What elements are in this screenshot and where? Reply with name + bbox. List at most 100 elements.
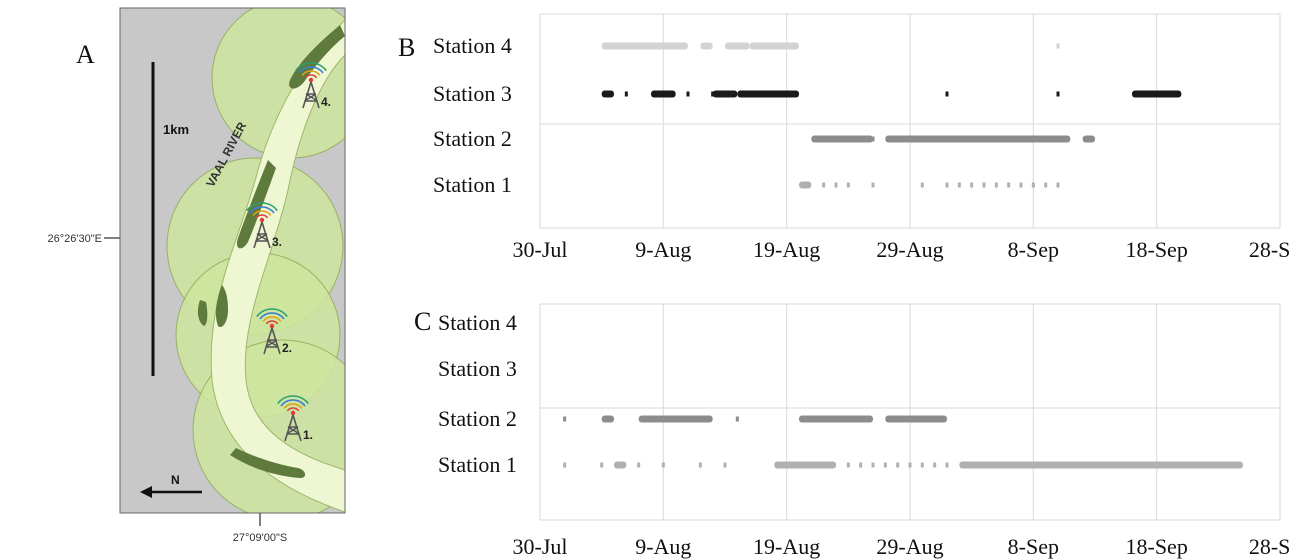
station-marker-label-2: 2. xyxy=(282,341,292,355)
detection-point xyxy=(846,182,850,188)
x-tick-label: 9-Aug xyxy=(635,237,691,262)
panel-c-label: C xyxy=(414,307,432,336)
chart-b-station-detections: Station 4 Station 3 Station 2 Station 1 30-J… xyxy=(433,13,1290,262)
chart-c-station-detections: Station 4 Station 3 Station 2 Station 1 30-J… xyxy=(438,303,1290,559)
detection-point xyxy=(920,462,924,468)
detection-point xyxy=(945,182,949,188)
detection-segment xyxy=(725,42,750,50)
detection-point xyxy=(896,462,900,468)
detection-point xyxy=(600,462,604,468)
detection-segment xyxy=(749,42,799,50)
x-tick-label: 29-Aug xyxy=(876,534,943,559)
antenna-icon-1: 1. xyxy=(277,395,313,442)
x-tick-label: 28-Sep xyxy=(1249,237,1290,262)
detection-point xyxy=(982,182,986,188)
antenna-icon-4: 4. xyxy=(295,62,331,109)
river-island-low xyxy=(215,285,228,328)
detection-point xyxy=(563,462,567,468)
detection-point xyxy=(846,462,850,468)
detection-point xyxy=(563,416,567,422)
x-tick-label: 8-Sep xyxy=(1008,534,1059,559)
detection-point xyxy=(871,136,875,142)
study-site-map: VAAL RIVER 1km N 26°26'30"E 27°09'00"S 1… xyxy=(48,7,346,544)
detection-point xyxy=(871,462,875,468)
category-label: Station 3 xyxy=(433,81,512,106)
x-tick-label: 19-Aug xyxy=(753,534,820,559)
detection-point xyxy=(723,462,727,468)
detection-point xyxy=(945,91,949,97)
antenna-icon-3: 3. xyxy=(246,202,282,249)
detection-point xyxy=(994,182,998,188)
detection-point xyxy=(1056,182,1060,188)
lon-label: 27°09'00"S xyxy=(233,532,287,544)
antenna-icon-2: 2. xyxy=(256,308,292,355)
detection-segment xyxy=(737,90,799,98)
series-station-2 xyxy=(811,135,1095,143)
detection-point xyxy=(1007,182,1011,188)
map-frame xyxy=(119,7,346,514)
detection-point xyxy=(859,462,863,468)
detection-point xyxy=(637,462,641,468)
detection-point xyxy=(883,462,887,468)
detection-segment xyxy=(811,135,873,143)
detection-segment xyxy=(799,181,812,189)
detection-point xyxy=(711,91,715,97)
panel-b-label: B xyxy=(398,33,416,62)
detection-segment xyxy=(601,90,614,98)
detection-point xyxy=(834,182,838,188)
lat-label: 26°26'30"E xyxy=(48,233,102,245)
detection-point xyxy=(1031,182,1035,188)
x-tick-label: 28-Sep xyxy=(1249,534,1290,559)
station-marker-label-1: 1. xyxy=(303,428,313,442)
river-island-upper xyxy=(289,25,345,89)
x-tick-label: 18-Sep xyxy=(1126,534,1188,559)
station-marker-label-4: 4. xyxy=(321,95,331,109)
detection-segment xyxy=(651,90,676,98)
detection-segment xyxy=(959,461,1243,469)
detection-point xyxy=(970,182,974,188)
river-island-bottom xyxy=(230,448,306,478)
category-label: Station 1 xyxy=(433,172,512,197)
detection-point xyxy=(957,182,961,188)
series-station-1 xyxy=(799,181,1060,189)
category-label: Station 4 xyxy=(433,33,512,58)
detection-segment xyxy=(601,42,688,50)
panel-a-label: A xyxy=(76,40,95,69)
detection-segment xyxy=(712,90,738,98)
detection-segment xyxy=(601,415,614,423)
detection-point xyxy=(1056,91,1060,97)
detection-point xyxy=(1056,43,1060,49)
series-station-1 xyxy=(563,461,1243,469)
category-label: Station 4 xyxy=(438,310,517,335)
x-tick-label: 30-Jul xyxy=(513,534,568,559)
category-label: Station 2 xyxy=(433,126,512,151)
detection-point xyxy=(1044,182,1048,188)
series-station-3 xyxy=(601,90,1182,98)
category-label: Station 3 xyxy=(438,356,517,381)
category-label: Station 1 xyxy=(438,452,517,477)
detection-segment xyxy=(799,415,873,423)
x-tick-label: 8-Sep xyxy=(1008,237,1059,262)
detection-point xyxy=(920,182,924,188)
x-tick-label: 30-Jul xyxy=(513,237,568,262)
x-tick-label: 18-Sep xyxy=(1126,237,1188,262)
station-marker-label-3: 3. xyxy=(272,235,282,249)
detection-point xyxy=(661,462,665,468)
detection-point xyxy=(735,416,739,422)
x-tick-label: 29-Aug xyxy=(876,237,943,262)
detection-segment xyxy=(885,415,947,423)
detection-point xyxy=(698,462,702,468)
x-tick-label: 19-Aug xyxy=(753,237,820,262)
detection-point xyxy=(945,462,949,468)
x-tick-label: 9-Aug xyxy=(635,534,691,559)
scale-label: 1km xyxy=(163,122,189,137)
detection-point xyxy=(908,462,912,468)
detection-point xyxy=(624,91,628,97)
detection-segment xyxy=(614,461,627,469)
river-island-left xyxy=(197,300,208,326)
north-label: N xyxy=(171,473,180,487)
series-station-2 xyxy=(563,415,947,423)
series-station-4 xyxy=(601,42,1060,50)
detection-point xyxy=(822,182,826,188)
detection-point xyxy=(871,182,875,188)
